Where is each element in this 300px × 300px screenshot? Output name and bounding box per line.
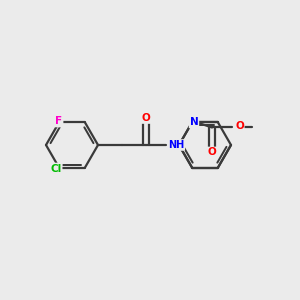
- Text: O: O: [142, 113, 150, 123]
- Text: Cl: Cl: [50, 164, 62, 173]
- Text: O: O: [208, 148, 216, 158]
- Text: N: N: [190, 118, 198, 128]
- Text: O: O: [235, 122, 244, 131]
- Text: F: F: [56, 116, 63, 127]
- Text: NH: NH: [168, 140, 184, 150]
